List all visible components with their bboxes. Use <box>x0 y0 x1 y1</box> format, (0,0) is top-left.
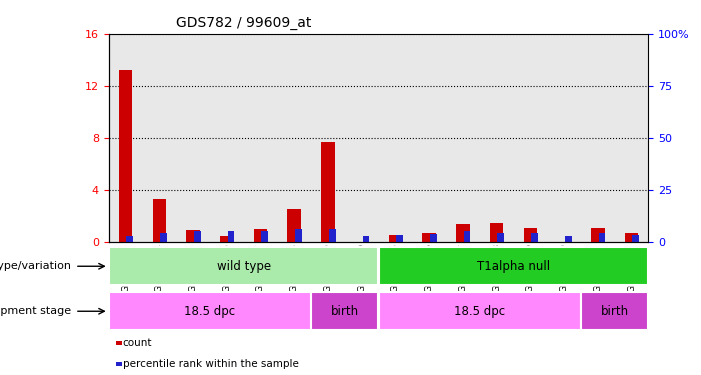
Bar <box>423 233 436 242</box>
Bar <box>244 34 278 242</box>
Bar <box>228 231 234 242</box>
Bar <box>581 34 615 242</box>
Bar <box>379 292 580 330</box>
Bar <box>210 34 244 242</box>
Text: T1alpha null: T1alpha null <box>477 260 550 273</box>
Bar <box>524 228 537 242</box>
Bar <box>153 199 166 242</box>
Text: 18.5 dpc: 18.5 dpc <box>184 305 236 318</box>
Bar <box>388 235 402 242</box>
Bar <box>295 230 302 242</box>
Text: birth: birth <box>331 305 359 318</box>
Bar <box>591 228 604 242</box>
Text: genotype/variation: genotype/variation <box>0 261 72 271</box>
Bar <box>118 70 132 242</box>
Bar <box>311 292 379 330</box>
Bar <box>464 231 470 242</box>
Bar <box>160 232 167 242</box>
Bar <box>109 247 379 285</box>
Bar <box>446 34 479 242</box>
Text: development stage: development stage <box>0 306 72 316</box>
Text: wild type: wild type <box>217 260 271 273</box>
Bar <box>625 233 639 242</box>
Bar <box>362 236 369 242</box>
Text: GDS782 / 99609_at: GDS782 / 99609_at <box>176 16 311 30</box>
Bar <box>278 34 311 242</box>
Text: 18.5 dpc: 18.5 dpc <box>454 305 505 318</box>
Text: count: count <box>123 338 152 348</box>
Bar <box>329 230 336 242</box>
Bar <box>479 34 514 242</box>
Bar <box>632 235 639 242</box>
Bar <box>261 231 268 242</box>
Bar <box>514 34 547 242</box>
Bar <box>186 230 200 242</box>
Bar <box>321 142 334 242</box>
Bar <box>531 232 538 242</box>
Bar <box>345 34 379 242</box>
Bar <box>412 34 446 242</box>
Bar <box>287 209 301 242</box>
Bar <box>126 236 133 242</box>
Bar <box>194 231 200 242</box>
Text: birth: birth <box>601 305 629 318</box>
Bar <box>379 34 412 242</box>
Bar <box>379 247 648 285</box>
Bar <box>490 223 503 242</box>
Bar <box>142 34 176 242</box>
Bar <box>176 34 210 242</box>
Bar <box>109 292 311 330</box>
Bar <box>547 34 581 242</box>
Bar <box>565 236 572 242</box>
Text: percentile rank within the sample: percentile rank within the sample <box>123 359 299 369</box>
Bar <box>498 232 504 242</box>
Bar <box>254 229 267 242</box>
Bar <box>581 292 648 330</box>
Bar <box>615 34 648 242</box>
Bar <box>311 34 345 242</box>
Bar <box>109 34 142 242</box>
Bar <box>456 224 470 242</box>
Bar <box>599 232 606 242</box>
Bar <box>220 236 233 242</box>
Bar <box>396 235 403 242</box>
Bar <box>430 234 437 242</box>
